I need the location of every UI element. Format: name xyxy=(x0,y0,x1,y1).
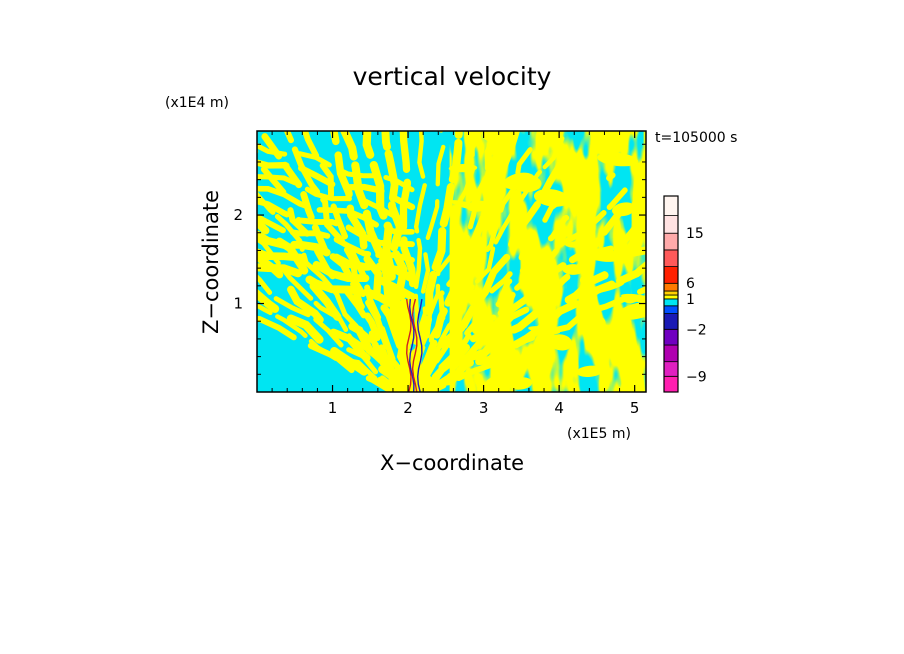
jet-core xyxy=(405,298,423,392)
jet-filament xyxy=(405,299,412,392)
updraft-cell xyxy=(549,334,573,351)
plot-frame xyxy=(256,130,647,393)
updraft-band xyxy=(257,263,416,316)
colorbar-label: 6 xyxy=(686,276,695,292)
updraft-band xyxy=(257,198,415,248)
colorbar-segment xyxy=(663,305,679,314)
colorbar-frame xyxy=(663,195,679,393)
updraft-stripe xyxy=(257,251,409,392)
updraft-stripe xyxy=(399,131,417,392)
colorbar-label: −9 xyxy=(686,369,707,385)
updraft-band xyxy=(257,159,416,211)
colorbar-segment xyxy=(663,232,679,251)
colorbar-label: −2 xyxy=(686,322,707,338)
updraft-band xyxy=(257,185,415,235)
updraft-stripe xyxy=(408,131,428,392)
updraft-cell xyxy=(482,131,501,143)
updraft-cell xyxy=(621,293,646,304)
colorbar-segment xyxy=(663,361,679,377)
updraft-cell xyxy=(610,252,626,260)
colorbar-label: 1 xyxy=(686,292,695,308)
updraft-cell xyxy=(508,377,533,390)
colorbar-segment xyxy=(663,375,679,393)
x-unit-label: (x1E5 m) xyxy=(567,426,631,442)
jet-filament xyxy=(416,298,423,392)
colorbar-label: 15 xyxy=(686,226,704,242)
x-tick-label: 1 xyxy=(328,399,338,417)
jet-filament xyxy=(411,298,418,392)
colorbar: 15 61 −2 −9 xyxy=(663,195,707,393)
updraft-stripe xyxy=(301,131,414,392)
y-tick-label: 2 xyxy=(233,206,243,224)
updraft-cells xyxy=(445,131,646,392)
updraft-cell xyxy=(581,314,606,331)
y-axis-label: Z−coordinate xyxy=(199,190,223,334)
colorbar-segment xyxy=(663,294,679,300)
updraft-cell xyxy=(466,200,490,212)
colorbar-segment xyxy=(663,215,679,234)
updraft-cell xyxy=(486,372,519,386)
chart-title: vertical velocity xyxy=(353,62,552,91)
updraft-cell xyxy=(503,172,535,190)
colorbar-segment xyxy=(663,290,679,296)
x-axis-label: X−coordinate xyxy=(380,451,524,475)
updraft-stripe xyxy=(257,315,407,392)
updraft-band xyxy=(257,248,416,301)
y-axis: 12 xyxy=(233,143,646,375)
updraft-stripe xyxy=(362,131,419,392)
updraft-band xyxy=(257,213,415,263)
colorbar-segment xyxy=(663,195,679,217)
colorbar-segment xyxy=(663,328,679,346)
colorbar-segment xyxy=(663,249,679,267)
x-tick-label: 2 xyxy=(403,399,413,417)
colorbar-segment xyxy=(663,298,679,307)
updraft-cell-field xyxy=(449,131,646,392)
updraft-band xyxy=(257,142,415,193)
updraft-cell xyxy=(586,282,625,295)
updraft-cell xyxy=(533,189,570,207)
updraft-cell xyxy=(576,365,604,377)
colorbar-segment xyxy=(663,313,679,330)
updraft-cell xyxy=(448,163,478,173)
updraft-band xyxy=(257,174,415,224)
y-unit-label: (x1E4 m) xyxy=(165,95,229,111)
plot-area xyxy=(257,131,646,392)
updraft-cell xyxy=(528,326,561,335)
updraft-cell xyxy=(612,202,636,217)
updraft-stripe xyxy=(409,131,447,392)
updraft-band xyxy=(257,230,416,283)
x-axis: 1 2 3 4 5 xyxy=(271,131,640,417)
colorbar-segment xyxy=(663,344,679,363)
colorbar-segment xyxy=(663,282,679,292)
jet-filament xyxy=(408,299,415,392)
updraft-cell xyxy=(562,264,584,275)
x-tick-label: 5 xyxy=(630,399,640,417)
updraft-cell xyxy=(565,240,600,248)
updraft-stripe xyxy=(257,302,402,392)
time-label: t=105000 s xyxy=(655,130,737,146)
updraft-cell xyxy=(526,345,546,358)
y-tick-label: 1 xyxy=(233,295,243,313)
colorbar-segment xyxy=(663,266,679,284)
updraft-cell xyxy=(579,273,595,286)
updraft-stripe xyxy=(257,273,410,392)
updraft-cell xyxy=(616,301,646,320)
updraft-cell xyxy=(445,334,464,350)
updraft-cell xyxy=(597,152,639,167)
x-tick-label: 4 xyxy=(554,399,564,417)
x-tick-label: 3 xyxy=(479,399,489,417)
